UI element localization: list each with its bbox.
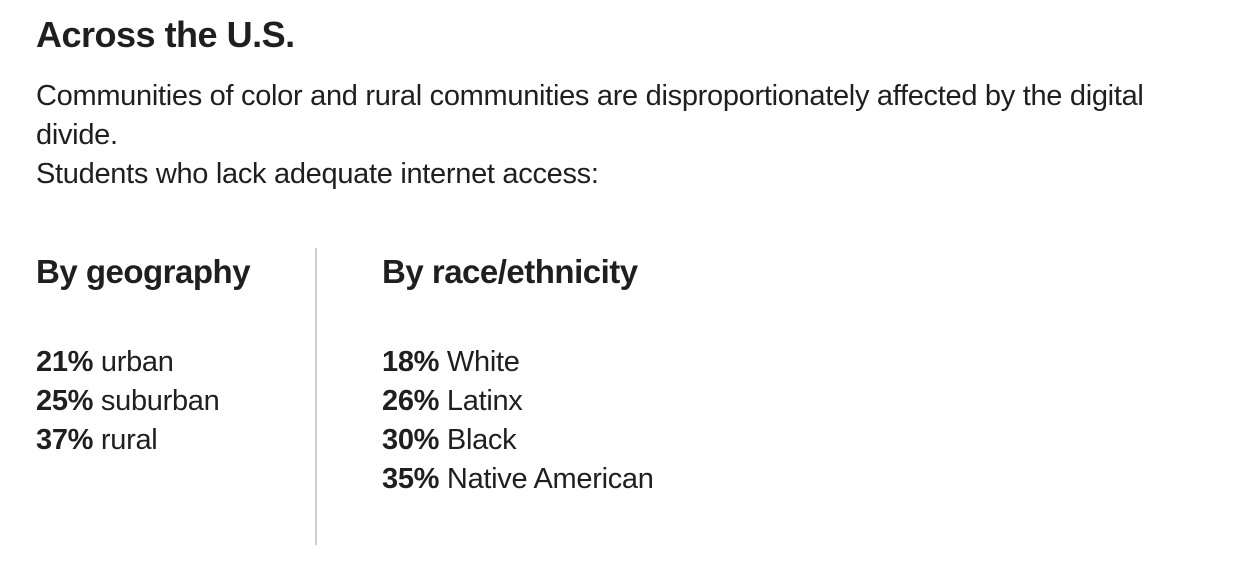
stat-percent: 21% bbox=[36, 346, 94, 378]
stat-item-rural: 37% rural bbox=[36, 421, 219, 460]
page-title: Across the U.S. bbox=[36, 14, 295, 55]
race-stat-list: 18% White 26% Latinx 30% Black 35% Nativ… bbox=[382, 343, 654, 499]
stat-label: suburban bbox=[100, 385, 220, 417]
intro-description: Communities of color and rural communiti… bbox=[36, 80, 1144, 151]
stat-item-native-american: 35% Native American bbox=[382, 460, 654, 499]
stat-item-latinx: 26% Latinx bbox=[382, 382, 654, 421]
stat-percent: 18% bbox=[382, 346, 440, 378]
geography-column: By geography 21% urban 25% suburban 37% … bbox=[36, 250, 251, 456]
stat-label: White bbox=[446, 346, 520, 378]
geography-heading: By geography bbox=[36, 253, 251, 290]
stat-percent: 25% bbox=[36, 385, 94, 417]
stat-label: Black bbox=[446, 424, 517, 456]
stat-percent: 35% bbox=[382, 463, 440, 495]
stat-label: rural bbox=[100, 424, 158, 456]
stat-item-black: 30% Black bbox=[382, 421, 654, 460]
stat-percent: 30% bbox=[382, 424, 440, 456]
race-column: By race/ethnicity 18% White 26% Latinx 3… bbox=[382, 250, 654, 495]
stat-label: Native American bbox=[446, 463, 654, 495]
stat-percent: 37% bbox=[36, 424, 94, 456]
intro-subheading: Students who lack adequate internet acce… bbox=[36, 158, 599, 190]
column-divider bbox=[315, 248, 317, 545]
stat-item-urban: 21% urban bbox=[36, 343, 219, 382]
stat-percent: 26% bbox=[382, 385, 440, 417]
stat-label: Latinx bbox=[446, 385, 523, 417]
intro-text: Communities of color and rural communiti… bbox=[36, 77, 1156, 194]
stat-item-white: 18% White bbox=[382, 343, 654, 382]
stat-label: urban bbox=[100, 346, 174, 378]
geography-stat-list: 21% urban 25% suburban 37% rural bbox=[36, 343, 220, 460]
race-heading: By race/ethnicity bbox=[382, 253, 638, 290]
stat-item-suburban: 25% suburban bbox=[36, 382, 220, 421]
